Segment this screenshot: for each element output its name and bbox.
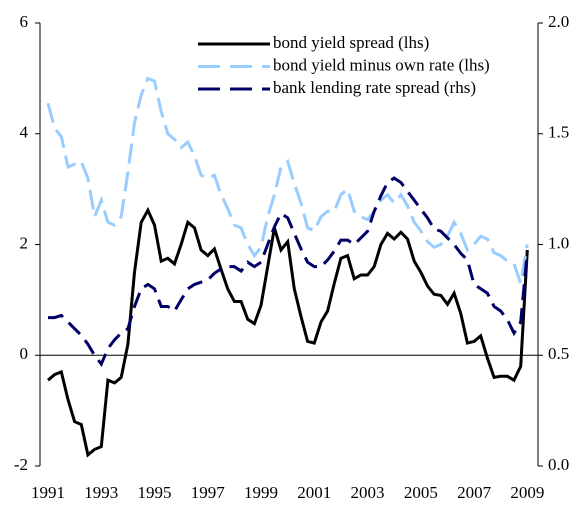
x-tick-label: 2003 <box>351 483 385 502</box>
series-line <box>47 206 529 458</box>
y2-tick-label: 1.0 <box>548 233 569 252</box>
y-tick-label: -2 <box>14 455 28 474</box>
x-tick-label: 2005 <box>404 483 438 502</box>
y2-tick-label: 2.0 <box>548 12 569 31</box>
series-line <box>48 176 529 368</box>
x-tick-label: 2001 <box>297 483 331 502</box>
x-tick-label: 1991 <box>31 483 65 502</box>
legend-label: bond yield minus own rate (lhs) <box>273 55 490 74</box>
y-tick-label: 0 <box>20 344 29 363</box>
x-tick-label: 1995 <box>138 483 172 502</box>
y-tick-label: 2 <box>20 233 29 252</box>
series-line <box>46 76 529 284</box>
x-tick-label: 1997 <box>191 483 226 502</box>
y-tick-label: 4 <box>20 123 29 142</box>
y-tick-label: 6 <box>20 12 29 31</box>
x-tick-label: 1999 <box>244 483 278 502</box>
legend-label: bank lending rate spread (rhs) <box>273 78 476 97</box>
y2-tick-label: 1.5 <box>548 123 569 142</box>
x-tick-label: 2007 <box>457 483 492 502</box>
legend-label: bond yield spread (lhs) <box>273 33 429 52</box>
x-tick-label: 2009 <box>510 483 544 502</box>
x-tick-label: 1993 <box>84 483 118 502</box>
y2-tick-label: 0.0 <box>548 455 569 474</box>
y2-tick-label: 0.5 <box>548 344 569 363</box>
